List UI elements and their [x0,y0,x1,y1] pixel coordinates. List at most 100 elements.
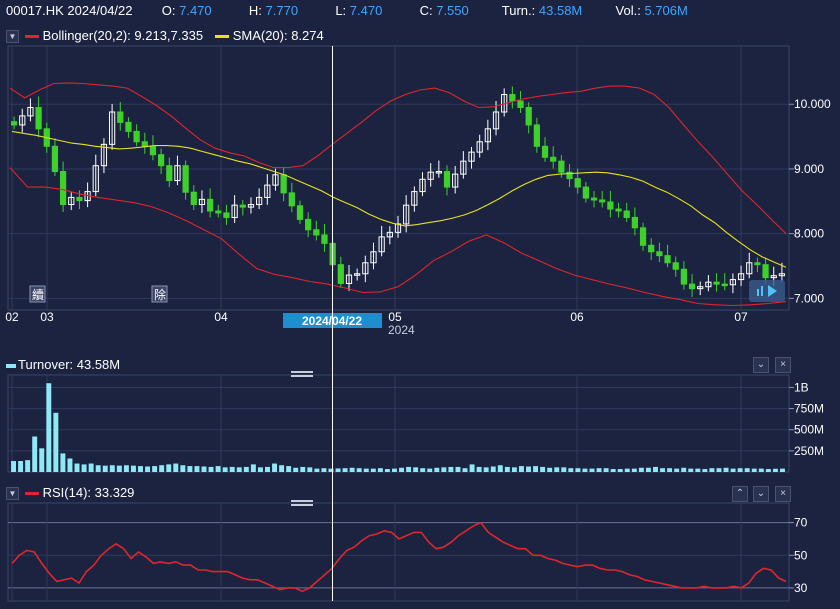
candle-body [207,198,214,212]
rsi-tick-label: 70 [794,516,808,530]
candle-body [19,115,26,126]
candle-body [729,279,737,286]
turnover-close-button[interactable]: × [775,357,791,373]
turnover-collapse-button[interactable]: ⌄ [753,357,769,373]
price-tick-label: 10.000 [794,97,831,111]
candle-body [705,281,712,288]
main-collapse-button[interactable]: ▼ [6,30,19,44]
turnover-bar [392,468,397,472]
turnover-bar [265,466,270,472]
turnover-bar [208,466,214,472]
volume-value: 5.706M [644,3,688,18]
turnover-bar [130,465,136,472]
candle-body [354,273,361,276]
candle-body [721,283,728,287]
date-tick-label: 02 [5,310,19,324]
candle-body [370,251,377,264]
candles [10,86,786,298]
low-label: L: [335,3,347,18]
price-tick-label: 9.000 [794,162,824,176]
candle-body [631,216,638,229]
turnover-bar [624,468,630,472]
close-value: 7.550 [436,3,469,18]
marker-box-1[interactable] [29,285,46,303]
turnover-bar [377,468,383,472]
rsi-resize-handle-2[interactable] [291,504,313,506]
candle-body [321,234,328,244]
candle-body [305,218,312,231]
turnover-bar [469,464,475,472]
rsi-axis: 70 50 30 [789,516,808,595]
rsi-move-up-button[interactable]: ⌃ [732,486,748,502]
candle-body [280,174,287,194]
turnover-bar [279,465,285,472]
rsi-panel-frame [7,502,790,602]
turnover-bar [257,467,263,472]
candle-body [215,210,222,214]
turnover-bar [215,466,221,472]
candle-body [35,106,42,130]
turnover-panel-frame [7,374,790,473]
marker-box-2[interactable] [151,285,168,303]
turnover-axis: 1B 750M 500M 250M [789,380,824,458]
candle-body [672,262,679,270]
turnover-legend: Turnover: 43.58M [6,357,120,372]
candle-body [623,210,630,218]
candle-body [231,204,238,218]
turnover-bar [370,468,376,472]
turnover-bar [180,465,186,472]
high-value: 7.770 [265,3,299,18]
turnover-bar [300,466,306,472]
turnover-bar [575,468,581,472]
turnover-resize-handle[interactable] [291,371,313,373]
candle-body [770,275,777,279]
candle-body [525,106,532,126]
turnover-bar [518,466,524,472]
turnover-bar [46,383,52,472]
date-tick-label: 07 [734,310,748,324]
candle-body [223,212,230,218]
turnover-legend-text: Turnover: 43.58M [18,357,121,372]
candle-body [443,171,451,188]
turnover-bar [716,468,722,472]
rsi-move-down-button[interactable]: ⌄ [753,486,769,502]
rsi-line [11,521,787,593]
open-label: O: [161,3,176,18]
turnover-bar [286,466,292,472]
turnover-bar [201,466,207,472]
turnover-resize-handle-2[interactable] [291,375,313,377]
candle-body [615,208,622,212]
candle-body [664,255,671,264]
turnover-bar [667,468,673,472]
turnover-bar [25,460,31,472]
turnover-bar [123,465,129,472]
candle-body [108,111,116,145]
open-value: 7.470 [179,3,212,18]
candle-body [566,171,573,180]
rsi-resize-handle[interactable] [291,500,313,502]
rsi-close-button[interactable]: × [775,486,791,502]
marker-1: 續 [32,287,44,302]
candle-body [362,262,369,275]
turnover-bar [116,465,122,472]
turnover-bar [596,468,602,472]
rsi-collapse-button[interactable]: ▼ [6,487,19,501]
turnover-bar [751,468,757,472]
turnover-bar [413,467,419,472]
turnover-tick-label: 500M [794,423,824,437]
turnover-bar [526,466,531,472]
turnover-tick-label: 250M [794,444,824,458]
date-tick-label: 06 [570,310,584,324]
candle-body [247,204,255,208]
marker-2: 除 [154,287,166,302]
candle-body [452,173,459,188]
play-bar-icon-2 [761,286,763,296]
quote-header: 00017.HK 2024/04/22 O: 7.470 H: 7.770 L:… [6,3,688,18]
candle-body [403,204,410,225]
play-button[interactable] [749,280,785,302]
sma-swatch [214,35,229,39]
turnover-bars [11,383,785,472]
candle-body [141,141,148,147]
turnover-bar [490,466,496,472]
